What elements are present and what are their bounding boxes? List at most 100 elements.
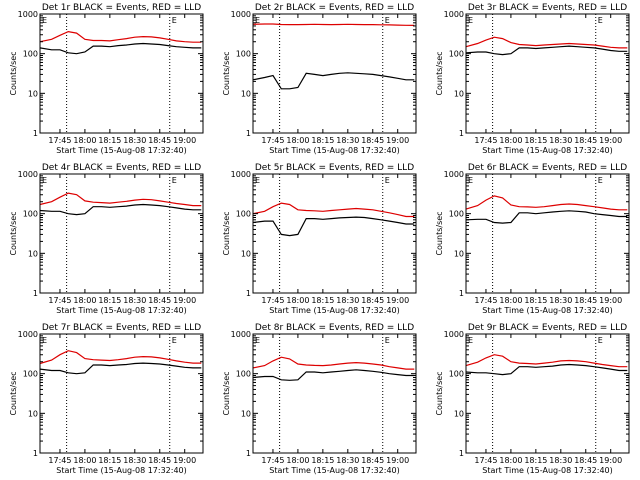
series-line-lld [465, 195, 628, 211]
plot-frame [252, 333, 417, 454]
marker-label-e: E [172, 176, 177, 185]
x-tick-label: 18:45 [574, 296, 597, 305]
y-tick-label: 1000 [231, 330, 251, 339]
marker-label-e: E [385, 176, 390, 185]
x-tick-label: 18:45 [148, 296, 171, 305]
marker-label-e: E [385, 16, 390, 25]
series-line-events [465, 210, 628, 224]
x-tick-label: 18:00 [73, 456, 96, 465]
x-tick-label: 18:00 [286, 136, 309, 145]
y-axis-label: Counts/sec [222, 211, 231, 255]
plot-frame [39, 173, 204, 294]
x-tick-label: 17:45 [261, 296, 284, 305]
marker-label-e: E [255, 336, 260, 345]
plot-frame [465, 173, 630, 294]
series-line-events [39, 42, 202, 55]
series-line-lld [465, 36, 628, 49]
x-tick-label: 18:15 [311, 296, 334, 305]
panel-title: Det 1r BLACK = Events, RED = LLD [42, 3, 201, 13]
x-tick-label: 18:45 [361, 136, 384, 145]
marker-label-e: E [172, 16, 177, 25]
y-tick-label: 100 [449, 370, 464, 379]
x-tick-label: 18:15 [524, 456, 547, 465]
y-tick-label: 1 [459, 129, 464, 138]
detector-panel-2: Det 2r BLACK = Events, RED = LLD E E 1 10 100… [222, 3, 417, 155]
x-tick-label: 17:45 [474, 456, 497, 465]
panel-title: Det 2r BLACK = Events, RED = LLD [255, 3, 414, 13]
x-tick-label: 18:30 [123, 136, 146, 145]
y-axis-label: Counts/sec [435, 211, 444, 255]
y-tick-label: 10 [241, 89, 251, 98]
x-tick-label: 18:30 [549, 296, 572, 305]
x-tick-label: 19:00 [599, 456, 622, 465]
y-axis-label: Counts/sec [435, 371, 444, 415]
series-line-lld [252, 23, 415, 26]
y-tick-label: 1000 [231, 170, 251, 179]
x-tick-label: 18:15 [98, 136, 121, 145]
y-axis-label: Counts/sec [222, 371, 231, 415]
detector-panel-3: Det 3r BLACK = Events, RED = LLD E E 1 10 100… [435, 3, 630, 155]
marker-label-e: E [172, 336, 177, 345]
detector-panel-7: Det 7r BLACK = Events, RED = LLD E E 1 10 100… [9, 323, 204, 475]
y-tick-label: 100 [236, 210, 251, 219]
x-axis-label: Start Time (15-Aug-08 17:32:40) [269, 146, 400, 155]
series-line-lld [39, 192, 202, 207]
series-line-lld [252, 356, 415, 370]
series-line-events [252, 216, 415, 237]
marker-label-e: E [468, 176, 473, 185]
series-line-events [465, 45, 628, 56]
x-tick-label: 17:45 [48, 456, 71, 465]
x-tick-label: 19:00 [173, 296, 196, 305]
y-tick-label: 1 [33, 129, 38, 138]
y-tick-label: 1000 [444, 10, 464, 19]
series-line-lld [465, 354, 628, 368]
y-axis-label: Counts/sec [9, 211, 18, 255]
x-tick-label: 18:00 [73, 136, 96, 145]
x-axis-label: Start Time (15-Aug-08 17:32:40) [56, 466, 187, 475]
x-tick-label: 19:00 [599, 136, 622, 145]
marker-label-e: E [42, 176, 47, 185]
panel-title: Det 7r BLACK = Events, RED = LLD [42, 323, 201, 333]
x-tick-label: 18:45 [574, 456, 597, 465]
y-tick-label: 1 [246, 449, 251, 458]
y-tick-label: 100 [23, 210, 38, 219]
y-tick-label: 10 [28, 409, 38, 418]
y-tick-label: 10 [454, 89, 464, 98]
plot-frame [39, 333, 204, 454]
x-axis-label: Start Time (15-Aug-08 17:32:40) [482, 466, 613, 475]
y-tick-label: 100 [449, 50, 464, 59]
x-tick-label: 19:00 [386, 296, 409, 305]
y-tick-label: 100 [449, 210, 464, 219]
y-tick-label: 1000 [231, 10, 251, 19]
x-tick-label: 18:30 [123, 296, 146, 305]
x-tick-label: 18:45 [148, 456, 171, 465]
y-tick-label: 10 [454, 409, 464, 418]
x-tick-label: 18:15 [311, 136, 334, 145]
series-line-events [252, 369, 415, 381]
series-line-lld [252, 202, 415, 218]
x-tick-label: 17:45 [48, 136, 71, 145]
x-tick-label: 17:45 [261, 456, 284, 465]
x-axis-label: Start Time (15-Aug-08 17:32:40) [56, 306, 187, 315]
x-tick-label: 18:30 [549, 136, 572, 145]
series-line-lld [39, 30, 202, 43]
plot-frame [465, 13, 630, 134]
x-tick-label: 18:30 [549, 456, 572, 465]
series-line-events [39, 362, 202, 375]
y-tick-label: 1 [246, 289, 251, 298]
x-tick-label: 18:00 [499, 296, 522, 305]
series-line-events [465, 363, 628, 376]
x-tick-label: 17:45 [474, 136, 497, 145]
x-tick-label: 18:00 [286, 456, 309, 465]
x-axis-label: Start Time (15-Aug-08 17:32:40) [269, 306, 400, 315]
marker-label-e: E [255, 176, 260, 185]
y-tick-label: 1 [459, 289, 464, 298]
x-tick-label: 18:45 [361, 456, 384, 465]
y-axis-label: Counts/sec [222, 51, 231, 95]
x-tick-label: 18:30 [336, 456, 359, 465]
panel-title: Det 4r BLACK = Events, RED = LLD [42, 163, 201, 173]
x-tick-label: 18:45 [361, 296, 384, 305]
marker-label-e: E [385, 336, 390, 345]
detector-panel-6: Det 6r BLACK = Events, RED = LLD E E 1 10 100… [435, 163, 630, 315]
